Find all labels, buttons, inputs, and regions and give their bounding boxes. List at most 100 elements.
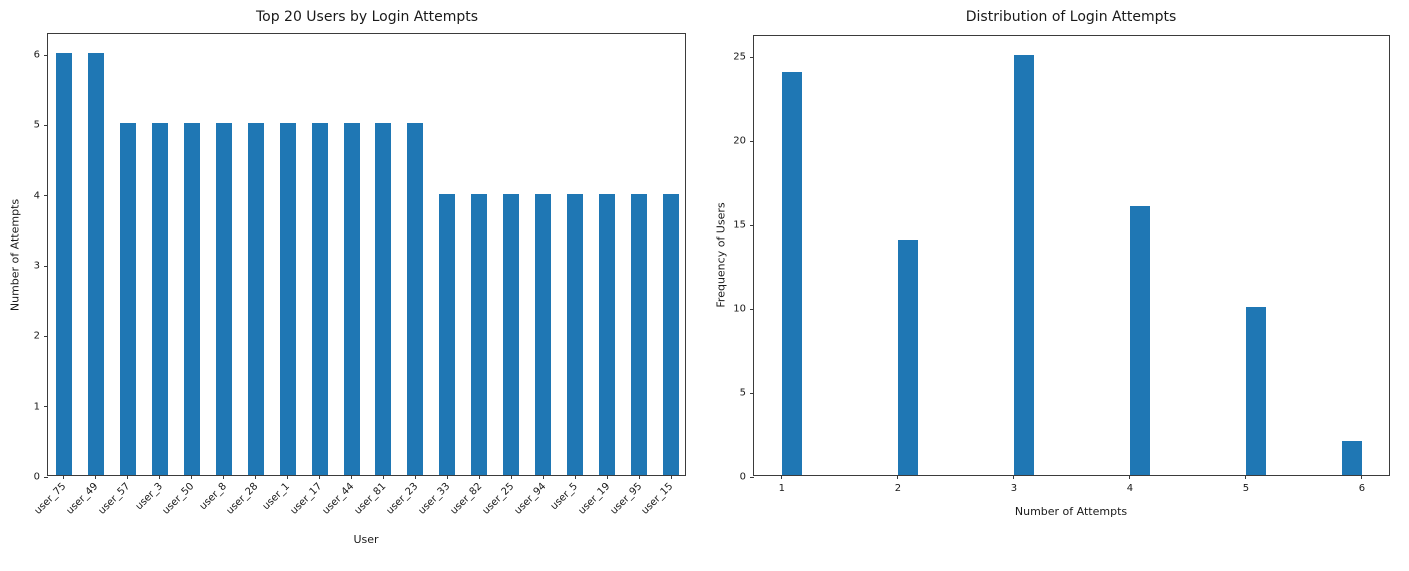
x-tick-label: user_23 — [384, 481, 421, 517]
x-tick-label: 5 — [1242, 483, 1250, 494]
y-tick-label: 2 — [33, 330, 40, 342]
x-axis-label: User — [353, 533, 379, 546]
y-tick-mark — [44, 195, 48, 197]
bar-user_8 — [215, 123, 232, 475]
x-tick-mark — [1245, 475, 1247, 479]
plot-area: 0 1 2 3 4 5 6 user_75 user_49 user_57 user_3 user_5… — [33, 33, 686, 517]
bar-user_1 — [279, 123, 296, 475]
y-tick-label: 1 — [33, 401, 40, 413]
x-tick-label: user_5 — [548, 481, 580, 513]
y-tick-label: 20 — [733, 135, 746, 147]
x-tick-label: user_75 — [33, 481, 69, 517]
bar-user_95 — [631, 193, 648, 475]
bar-4 — [1129, 206, 1150, 475]
bar-user_44 — [343, 123, 360, 475]
bar-user_25 — [503, 193, 520, 475]
y-tick-label: 5 — [33, 119, 40, 131]
x-tick-mark — [95, 475, 97, 479]
bar-user_75 — [55, 53, 72, 475]
x-tick-mark — [1361, 475, 1363, 479]
x-tick-mark — [446, 475, 448, 479]
x-tick-mark — [606, 475, 608, 479]
y-tick-mark — [750, 392, 754, 394]
x-tick-label: user_8 — [197, 481, 229, 513]
x-tick-label: user_82 — [448, 481, 485, 517]
x-tick-label: 1 — [778, 483, 786, 494]
x-tick-mark — [255, 475, 257, 479]
bar-1 — [781, 71, 802, 475]
bar-user_28 — [247, 123, 264, 475]
x-tick-label: user_33 — [416, 481, 453, 517]
x-tick-mark — [1013, 475, 1015, 479]
plot-area: 0 5 10 15 20 25 1 2 3 4 5 6 — [733, 35, 1390, 494]
bar-user_50 — [183, 123, 200, 475]
bar-user_23 — [407, 123, 424, 475]
x-tick-label: user_57 — [96, 481, 133, 517]
y-tick-mark — [750, 308, 754, 310]
y-tick-label: 10 — [733, 303, 746, 315]
bar-user_15 — [663, 193, 679, 475]
x-tick-label: user_49 — [64, 481, 101, 517]
y-tick-mark — [44, 476, 48, 478]
y-tick-mark — [750, 476, 754, 478]
x-tick-label: user_25 — [480, 481, 517, 517]
x-tick-mark — [510, 475, 512, 479]
x-tick-label: user_3 — [133, 481, 165, 513]
y-tick-mark — [44, 265, 48, 267]
y-tick-mark — [44, 335, 48, 337]
x-tick-mark — [414, 475, 416, 479]
x-tick-mark — [897, 475, 899, 479]
bar-user_33 — [439, 193, 456, 475]
bar-6 — [1341, 441, 1362, 475]
x-tick-label: user_28 — [224, 481, 261, 517]
x-tick-mark — [670, 475, 672, 479]
x-tick-label: 4 — [1126, 483, 1134, 494]
x-axis-label: Number of Attempts — [1014, 505, 1128, 518]
x-tick-mark — [351, 475, 353, 479]
y-tick-mark — [44, 124, 48, 126]
x-tick-label: user_94 — [512, 481, 549, 517]
y-tick-mark — [750, 224, 754, 226]
y-tick-mark — [750, 140, 754, 142]
bar-3 — [1013, 55, 1034, 475]
y-tick-label: 6 — [33, 49, 40, 61]
x-tick-mark — [287, 475, 289, 479]
y-tick-label: 25 — [733, 51, 746, 63]
y-tick-label: 0 — [33, 471, 40, 483]
y-tick-label: 15 — [733, 219, 746, 231]
y-tick-label: 5 — [739, 387, 746, 399]
y-axis-label: Frequency of Users — [714, 202, 728, 308]
x-tick-mark — [127, 475, 129, 479]
x-tick-mark — [574, 475, 576, 479]
bar-5 — [1245, 307, 1266, 475]
x-tick-mark — [638, 475, 640, 479]
y-tick-label: 0 — [739, 471, 746, 483]
x-tick-mark — [159, 475, 161, 479]
x-tick-mark — [781, 475, 783, 479]
x-tick-label: 2 — [894, 483, 902, 494]
bar-user_17 — [311, 123, 328, 475]
x-tick-label: user_44 — [320, 481, 357, 517]
x-tick-label: 6 — [1358, 483, 1366, 494]
bar-user_3 — [151, 123, 168, 475]
bar-user_81 — [375, 123, 392, 475]
x-tick-label: user_17 — [288, 481, 325, 517]
y-tick-mark — [44, 406, 48, 408]
x-tick-label: user_95 — [608, 481, 644, 517]
bar-user_57 — [119, 123, 136, 475]
x-tick-label: user_1 — [261, 481, 293, 513]
y-tick-label: 3 — [33, 260, 40, 272]
x-tick-mark — [319, 475, 321, 479]
y-tick-mark — [44, 54, 48, 56]
chart-title: Distribution of Login Attempts — [965, 9, 1177, 25]
x-tick-mark — [223, 475, 225, 479]
y-tick-label: 4 — [33, 190, 40, 202]
bar-user_82 — [471, 193, 488, 475]
x-tick-mark — [63, 475, 65, 479]
x-tick-label: user_19 — [576, 481, 612, 517]
bar-user_49 — [87, 53, 104, 475]
x-tick-mark — [542, 475, 544, 479]
